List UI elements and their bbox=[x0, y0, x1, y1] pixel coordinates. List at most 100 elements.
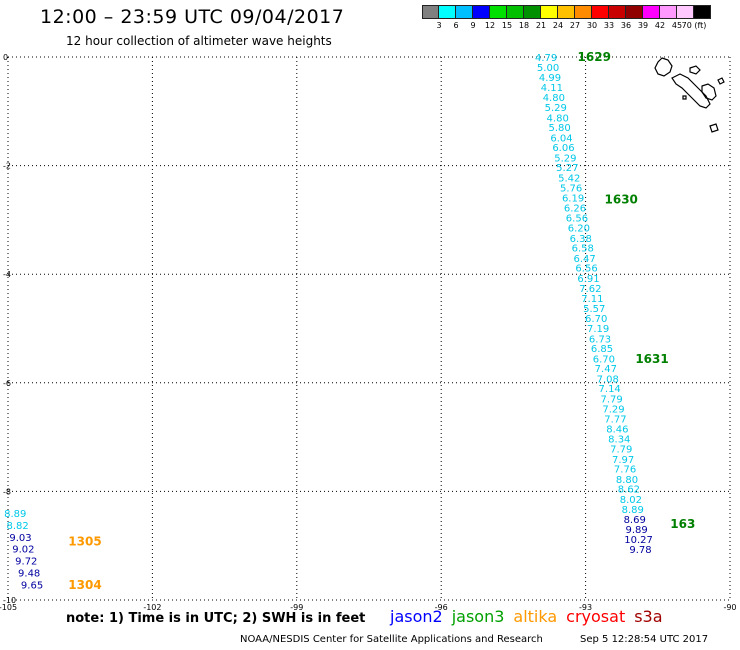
color-scale-label: 12 bbox=[484, 21, 496, 30]
wave-height-value: 10.27 bbox=[624, 535, 653, 546]
color-scale-label: 33 bbox=[603, 21, 615, 30]
longitude-tick-label: -96 bbox=[435, 603, 448, 612]
wave-height-value: 5.80 bbox=[548, 123, 570, 134]
color-swatch bbox=[677, 5, 694, 19]
wave-height-value: 8.89 bbox=[4, 509, 26, 520]
legend-entry-s3a: s3a bbox=[634, 607, 663, 626]
wave-height-value: 9.89 bbox=[625, 525, 647, 536]
wave-height-value: 6.20 bbox=[568, 224, 590, 235]
color-swatch bbox=[456, 5, 473, 19]
wave-height-value: 6.47 bbox=[574, 254, 596, 265]
wave-height-value: 4.11 bbox=[541, 83, 563, 94]
map-subtitle: 12 hour collection of altimeter wave hei… bbox=[66, 34, 332, 48]
pass-time-label: 1631 bbox=[635, 352, 668, 366]
wave-height-value: 7.47 bbox=[595, 364, 617, 375]
wave-height-value: 7.79 bbox=[610, 445, 632, 456]
wave-height-value: 8.62 bbox=[618, 485, 640, 496]
wave-height-value: 6.56 bbox=[575, 264, 597, 275]
wave-height-color-scale bbox=[422, 5, 711, 19]
wave-height-value: 4.79 bbox=[535, 53, 557, 64]
wave-height-value: 9.03 bbox=[9, 533, 31, 544]
generation-timestamp: Sep 5 12:28:54 UTC 2017 bbox=[580, 634, 709, 645]
coastline-segment bbox=[701, 83, 717, 101]
color-scale-label: 45 bbox=[671, 21, 683, 30]
longitude-tick-label: -99 bbox=[290, 603, 303, 612]
latitude-tick-label: 0 bbox=[3, 53, 8, 62]
wave-height-value: 6.19 bbox=[562, 194, 584, 205]
wave-height-value: 5.29 bbox=[554, 153, 576, 164]
color-swatch bbox=[660, 5, 677, 19]
wave-height-value: 9.72 bbox=[15, 556, 37, 567]
wave-height-value: 6.04 bbox=[550, 133, 572, 144]
color-swatch bbox=[592, 5, 609, 19]
color-scale-label: 70 (ft) bbox=[681, 21, 707, 30]
legend-entry-jason2: jason2 bbox=[390, 607, 443, 626]
wave-height-value: 5.00 bbox=[537, 63, 559, 74]
wave-height-value: 7.08 bbox=[597, 374, 619, 385]
wave-height-value: 6.85 bbox=[591, 344, 613, 355]
coastline-segment bbox=[717, 77, 725, 85]
wave-height-value: 5.27 bbox=[556, 163, 578, 174]
longitude-tick-label: -105 bbox=[0, 603, 17, 612]
color-swatch bbox=[643, 5, 660, 19]
wave-height-value: 7.11 bbox=[581, 294, 603, 305]
satellite-legend: jason2 jason3 altika cryosat s3a bbox=[390, 607, 672, 626]
coastline-segment bbox=[682, 95, 687, 100]
wave-height-value: 8.80 bbox=[616, 475, 638, 486]
longitude-tick-label: -90 bbox=[723, 603, 736, 612]
color-scale-label: 24 bbox=[552, 21, 564, 30]
color-scale-label: 39 bbox=[637, 21, 649, 30]
wave-height-value: 6.91 bbox=[577, 274, 599, 285]
wave-height-value: 9.48 bbox=[18, 568, 40, 579]
color-scale-label: 3 bbox=[436, 21, 442, 30]
coastline-segment bbox=[689, 65, 701, 75]
color-swatch bbox=[694, 5, 711, 19]
color-swatch bbox=[558, 5, 575, 19]
legend-entry-jason3: jason3 bbox=[451, 607, 505, 626]
wave-height-value: 6.58 bbox=[572, 244, 594, 255]
wave-height-value: 6.06 bbox=[552, 143, 574, 154]
wave-height-value: 4.80 bbox=[547, 113, 569, 124]
color-scale-label: 15 bbox=[501, 21, 513, 30]
wave-height-value: 8.82 bbox=[6, 521, 28, 532]
legend-entry-altika: altika bbox=[513, 607, 558, 626]
pass-time-label: 1304 bbox=[68, 578, 101, 592]
color-scale-label: 9 bbox=[470, 21, 476, 30]
color-swatch bbox=[626, 5, 643, 19]
wave-height-value: 6.26 bbox=[564, 203, 586, 214]
pass-time-label: 1630 bbox=[605, 192, 638, 206]
pass-time-label: 1305 bbox=[68, 534, 101, 548]
axis-tick-labels: -105 -102 -99 -96 -93 -90 0 -2 -4 -6 -8 -10 bbox=[0, 53, 737, 612]
wave-height-value: 8.34 bbox=[608, 435, 630, 446]
color-scale-label: 42 bbox=[654, 21, 666, 30]
wave-height-value: 8.69 bbox=[624, 515, 646, 526]
wave-height-value: 9.65 bbox=[21, 580, 43, 591]
legend-entry-cryosat: cryosat bbox=[566, 607, 626, 626]
color-swatch bbox=[507, 5, 524, 19]
color-swatch bbox=[490, 5, 507, 19]
wave-height-value: 7.19 bbox=[587, 324, 609, 335]
color-scale-label: 6 bbox=[453, 21, 459, 30]
wave-height-value: 6.70 bbox=[585, 314, 607, 325]
map-title: 12:00 – 23:59 UTC 09/04/2017 bbox=[40, 6, 345, 28]
latitude-tick-label: -6 bbox=[3, 379, 11, 388]
wave-height-value: 6.70 bbox=[593, 354, 615, 365]
wave-height-value: 4.99 bbox=[539, 73, 561, 84]
wave-height-value: 5.76 bbox=[560, 183, 582, 194]
wave-height-value: 9.78 bbox=[629, 545, 651, 556]
wave-height-value: 7.79 bbox=[600, 395, 622, 406]
coastline-segment bbox=[654, 57, 673, 77]
color-swatch bbox=[609, 5, 626, 19]
color-swatch bbox=[541, 5, 558, 19]
altimeter-tracks: 4.795.004.994.114.805.294.805.806.046.06… bbox=[4, 50, 695, 592]
wave-height-value: 5.42 bbox=[558, 174, 580, 185]
color-scale-labels: 3 6 9 12 15 18 21 24 27 30 33 36 39 42 45 70 (ft) bbox=[422, 21, 740, 33]
longitude-tick-label: -93 bbox=[579, 603, 592, 612]
wave-height-value: 4.80 bbox=[543, 93, 565, 104]
wave-height-value: 8.02 bbox=[620, 495, 642, 506]
longitude-tick-label: -102 bbox=[143, 603, 161, 612]
wave-height-value: 7.77 bbox=[604, 415, 626, 426]
color-swatch bbox=[439, 5, 456, 19]
wave-height-value: 9.02 bbox=[12, 544, 34, 555]
